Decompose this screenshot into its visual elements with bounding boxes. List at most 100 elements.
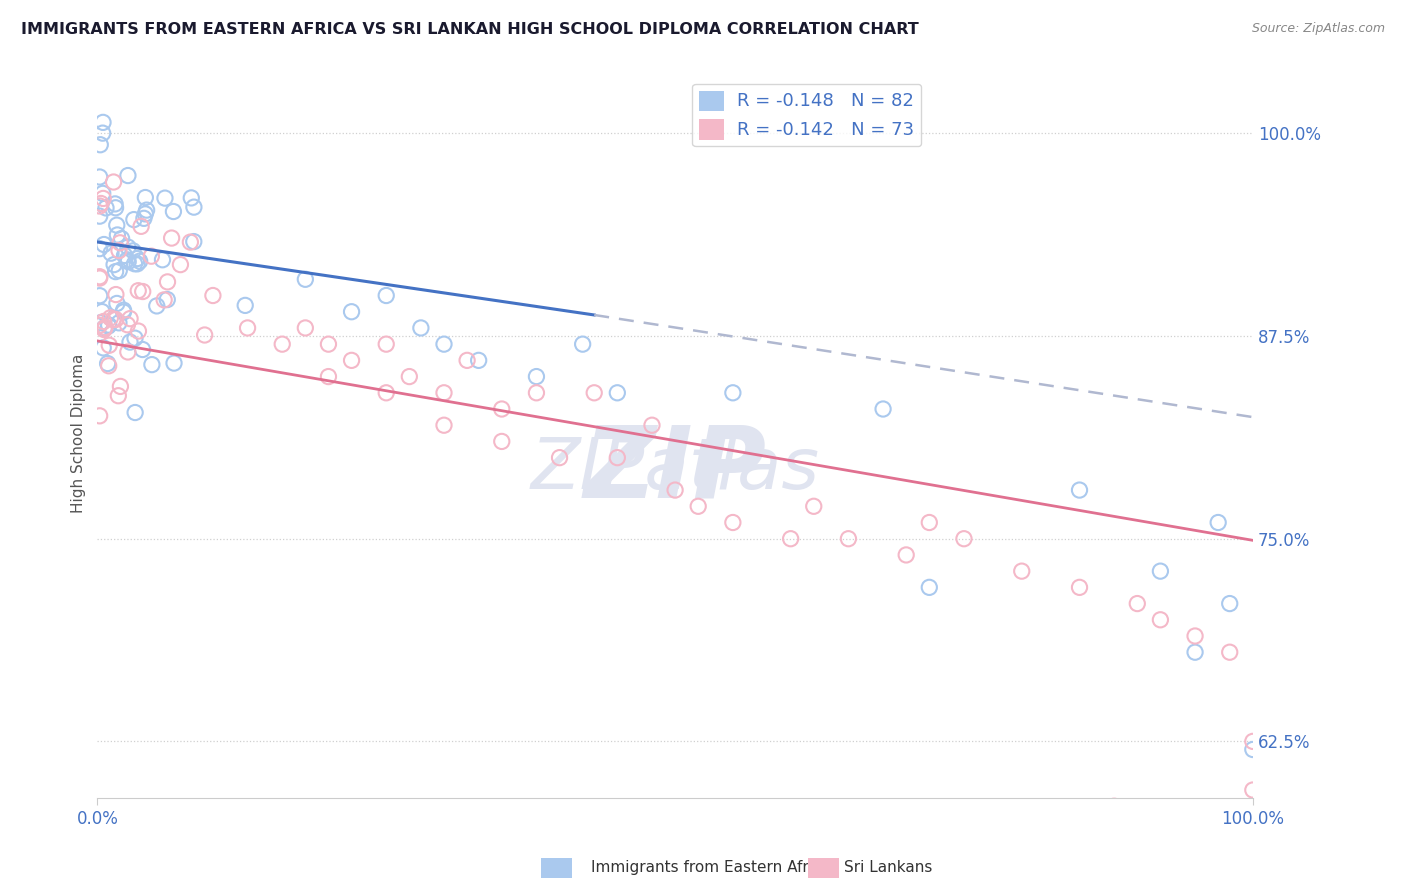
Point: [169, 258, 191, 272]
Point: [105, 296, 128, 310]
Point: [433, 337, 456, 351]
Point: [918, 516, 941, 530]
Point: [108, 244, 131, 258]
Point: [122, 212, 145, 227]
Point: [112, 303, 135, 318]
Point: [98, 338, 121, 352]
Point: [127, 324, 149, 338]
Point: [93, 322, 115, 336]
Point: [117, 240, 139, 254]
Point: [107, 389, 129, 403]
Point: [110, 231, 132, 245]
Point: [1149, 613, 1171, 627]
Point: [117, 318, 139, 332]
Point: [837, 532, 859, 546]
Point: [491, 434, 513, 449]
Point: [721, 516, 744, 530]
Point: [129, 219, 152, 234]
Y-axis label: High School Diploma: High School Diploma: [72, 353, 86, 513]
Point: [409, 321, 432, 335]
Point: [104, 265, 127, 279]
Point: [1219, 645, 1241, 659]
Point: [1219, 597, 1241, 611]
Point: [101, 312, 124, 326]
Point: [779, 532, 801, 546]
Point: [91, 126, 114, 140]
Point: [318, 337, 340, 351]
Text: ZIPatlas: ZIPatlas: [530, 435, 820, 504]
Point: [91, 341, 114, 355]
Point: [146, 299, 169, 313]
Point: [1069, 483, 1091, 497]
Point: [90, 316, 112, 330]
Point: [606, 450, 628, 465]
Point: [491, 402, 513, 417]
Point: [89, 137, 111, 152]
Point: [89, 269, 111, 284]
Point: [120, 311, 142, 326]
Point: [132, 285, 155, 299]
Point: [375, 337, 398, 351]
Point: [90, 196, 112, 211]
Point: [114, 248, 136, 262]
Point: [233, 298, 256, 312]
Point: [89, 271, 111, 285]
Point: [103, 258, 125, 272]
Point: [127, 257, 149, 271]
Point: [375, 288, 398, 302]
Text: ZIP: ZIP: [583, 421, 766, 518]
Point: [91, 191, 114, 205]
Point: [721, 385, 744, 400]
Point: [97, 357, 120, 371]
Point: [606, 385, 628, 400]
Point: [896, 548, 918, 562]
Point: [115, 252, 138, 267]
Point: [526, 369, 548, 384]
Point: [89, 242, 111, 256]
Point: [201, 288, 224, 302]
Point: [664, 483, 686, 497]
Point: [122, 244, 145, 258]
Point: [398, 369, 420, 384]
Point: [641, 418, 664, 433]
Point: [183, 235, 205, 249]
Point: [104, 312, 127, 326]
Point: [91, 186, 114, 201]
Point: [117, 169, 139, 183]
Point: [433, 418, 456, 433]
Point: [918, 580, 941, 594]
Point: [1069, 580, 1091, 594]
Point: [97, 359, 120, 373]
Point: [1241, 734, 1264, 748]
Point: [872, 402, 894, 417]
Point: [153, 191, 176, 205]
Point: [89, 169, 111, 184]
Point: [160, 231, 183, 245]
Point: [1184, 645, 1206, 659]
Point: [271, 337, 294, 351]
Point: [1126, 597, 1149, 611]
Point: [117, 345, 139, 359]
Text: Sri Lankans: Sri Lankans: [844, 860, 932, 874]
Point: [318, 369, 340, 384]
Point: [93, 314, 115, 328]
Point: [141, 249, 163, 263]
Point: [1241, 742, 1264, 756]
Point: [135, 203, 157, 218]
Point: [89, 409, 111, 423]
Text: Source: ZipAtlas.com: Source: ZipAtlas.com: [1251, 22, 1385, 36]
Point: [134, 207, 156, 221]
Point: [526, 385, 548, 400]
Point: [127, 284, 149, 298]
Point: [118, 335, 141, 350]
Point: [89, 199, 111, 213]
Point: [127, 252, 149, 266]
Point: [163, 356, 186, 370]
Point: [108, 316, 131, 330]
Point: [571, 337, 593, 351]
Point: [152, 252, 174, 267]
Point: [1102, 799, 1125, 814]
Point: [117, 254, 139, 268]
Point: [375, 385, 398, 400]
Point: [94, 201, 117, 215]
